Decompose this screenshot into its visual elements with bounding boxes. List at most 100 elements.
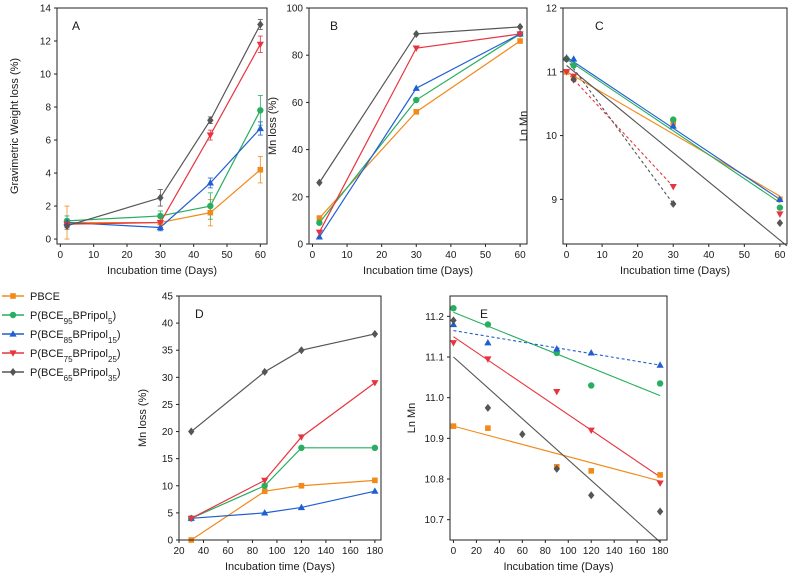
panel-c-point-p25 — [562, 69, 571, 76]
panel-a-ytick-label: 0 — [45, 235, 51, 246]
panel-a-xtick-label: 50 — [221, 250, 233, 261]
panel-a-ytick-label: 12 — [40, 37, 52, 48]
legend-label-pbce: PBCE — [30, 291, 60, 303]
panel-b-point-p25 — [412, 45, 420, 52]
panel-b-ytick-label: 100 — [286, 4, 303, 15]
panel-b-point-p35 — [516, 22, 524, 31]
panel-a-point-p5 — [157, 212, 164, 220]
panel-a-point-p25 — [156, 219, 164, 227]
legend-text-sub2: 35 — [108, 374, 117, 383]
panel-c-ytick-label: 12 — [546, 4, 558, 15]
panel-b-label: B — [330, 19, 338, 33]
panel-e-xlabel: Incubation time (Days) — [503, 561, 613, 573]
panel-d-xtick-label: 160 — [342, 546, 359, 557]
panel-b-point-p25 — [315, 229, 323, 236]
panel-c-ylabel: Ln Mn — [518, 111, 530, 142]
panel-d-point-p35 — [261, 367, 268, 376]
panel-a-xtick-label: 20 — [121, 250, 133, 261]
panel-a-point-p15 — [156, 223, 164, 231]
panel-d-ytick-label: 20 — [162, 427, 174, 438]
legend-text-sub1: 95 — [64, 317, 73, 326]
legend-text-sub1: 65 — [64, 374, 73, 383]
panel-b-xlabel: Incubation time (Days) — [363, 265, 473, 277]
panel-e-xtick-label: 120 — [583, 546, 600, 557]
panel-e-point-p15 — [587, 349, 595, 356]
panel-a-frame — [56, 7, 268, 245]
panel-c-point-p15 — [570, 55, 578, 62]
panel-a-xtick-label: 30 — [155, 250, 167, 261]
legend-text-mid: BPripol — [73, 310, 108, 322]
panel-d-xtick-label: 20 — [173, 546, 185, 557]
legend-text-mid: BPripol — [73, 367, 108, 379]
panel-d-point-p35 — [188, 427, 195, 436]
panel-d-frame — [178, 295, 382, 541]
panel-d-point-p25 — [187, 515, 195, 523]
panel-b-xtick-label: 10 — [342, 250, 354, 261]
panel-b-point-p35 — [316, 178, 323, 187]
panel-e-point-p25 — [656, 480, 664, 487]
panel-e-point-p25 — [449, 340, 458, 347]
panel-e-point-p5 — [450, 305, 457, 312]
panel-a-ylabel: Gravimetric Weight loss (%) — [9, 58, 21, 194]
panel-e-point-p5 — [588, 382, 595, 389]
panel-a-xtick-label: 0 — [58, 250, 64, 261]
panel-e-point-p25 — [553, 388, 561, 396]
panel-d-point-p5 — [261, 482, 268, 489]
panel-c-xtick-label: 50 — [739, 250, 751, 261]
panel-e-point-p15 — [656, 361, 664, 368]
panel-a-series-pbce — [67, 169, 261, 224]
panel-d-xtick-label: 120 — [293, 546, 310, 557]
panel-c-point-p15 — [669, 122, 677, 129]
legend-text-sub2: 15 — [108, 336, 117, 345]
panel-b-xtick-label: 20 — [376, 250, 388, 261]
panel-d-series-p25 — [190, 382, 376, 519]
legend-text-prefix: P(BCE — [30, 367, 64, 379]
panel-c-point-p15 — [776, 195, 784, 202]
panel-e-point-p15 — [484, 338, 492, 346]
panel-e-ytick-label: 11.2 — [425, 312, 444, 323]
panel-d-point-p15 — [297, 503, 306, 511]
panel-c-xtick-label: 60 — [774, 250, 786, 261]
panel-d-ytick-label: 45 — [162, 292, 174, 303]
panel-c-ytick-label: 10 — [546, 131, 558, 142]
panel-d-point-p25 — [371, 380, 379, 387]
legend-marker-p35 — [9, 368, 17, 376]
legend-text-prefix: PBCE — [30, 291, 60, 303]
panel-d-point-pbce — [298, 482, 305, 489]
panel-d-xtick-label: 80 — [247, 546, 259, 557]
panel-e-ylabel: Ln Mn — [406, 403, 418, 434]
panel-d-point-p35 — [371, 329, 379, 338]
panel-a-xtick-label: 60 — [255, 250, 267, 261]
panel-c-point-p5 — [776, 204, 784, 211]
panel-d-ytick-label: 10 — [162, 481, 174, 492]
markers-layer — [63, 20, 784, 543]
legend-text-suffix: ) — [112, 310, 116, 322]
panel-d-ytick-label: 35 — [162, 346, 174, 357]
panel-d-xtick-label: 40 — [198, 546, 210, 557]
panel-e-point-p35 — [484, 403, 492, 412]
panel-e-xtick-label: 60 — [517, 546, 529, 557]
panel-e-fit-pbce — [453, 425, 661, 482]
panel-c-point-p35 — [670, 199, 677, 208]
panel-d-xtick-label: 60 — [222, 546, 234, 557]
fit-lines-layer — [453, 56, 788, 543]
legend-text-prefix: P(BCE — [30, 348, 64, 360]
panel-a-point-p25 — [256, 41, 264, 49]
panel-a-ytick-label: 14 — [40, 4, 52, 15]
panel-b-xtick-label: 0 — [310, 250, 316, 261]
panel-e-point-pbce — [588, 468, 595, 474]
panel-c-xtick-label: 20 — [632, 250, 644, 261]
panel-d-xlabel: Incubation time (Days) — [225, 561, 335, 573]
panel-e-xtick-label: 40 — [494, 546, 506, 557]
legend-text-mid: BPripol — [73, 348, 108, 360]
panel-b-point-pbce — [316, 215, 323, 221]
panel-b-ytick-label: 80 — [292, 51, 304, 62]
panel-a-series-p15 — [66, 128, 261, 229]
panel-a-ytick-label: 10 — [40, 70, 52, 81]
panel-d-point-pbce — [372, 477, 378, 484]
panel-b-xtick-label: 40 — [445, 250, 457, 261]
panel-e-frame — [449, 295, 668, 541]
legend-text-suffix: ) — [117, 367, 121, 379]
panel-c-point-p5 — [670, 116, 677, 123]
